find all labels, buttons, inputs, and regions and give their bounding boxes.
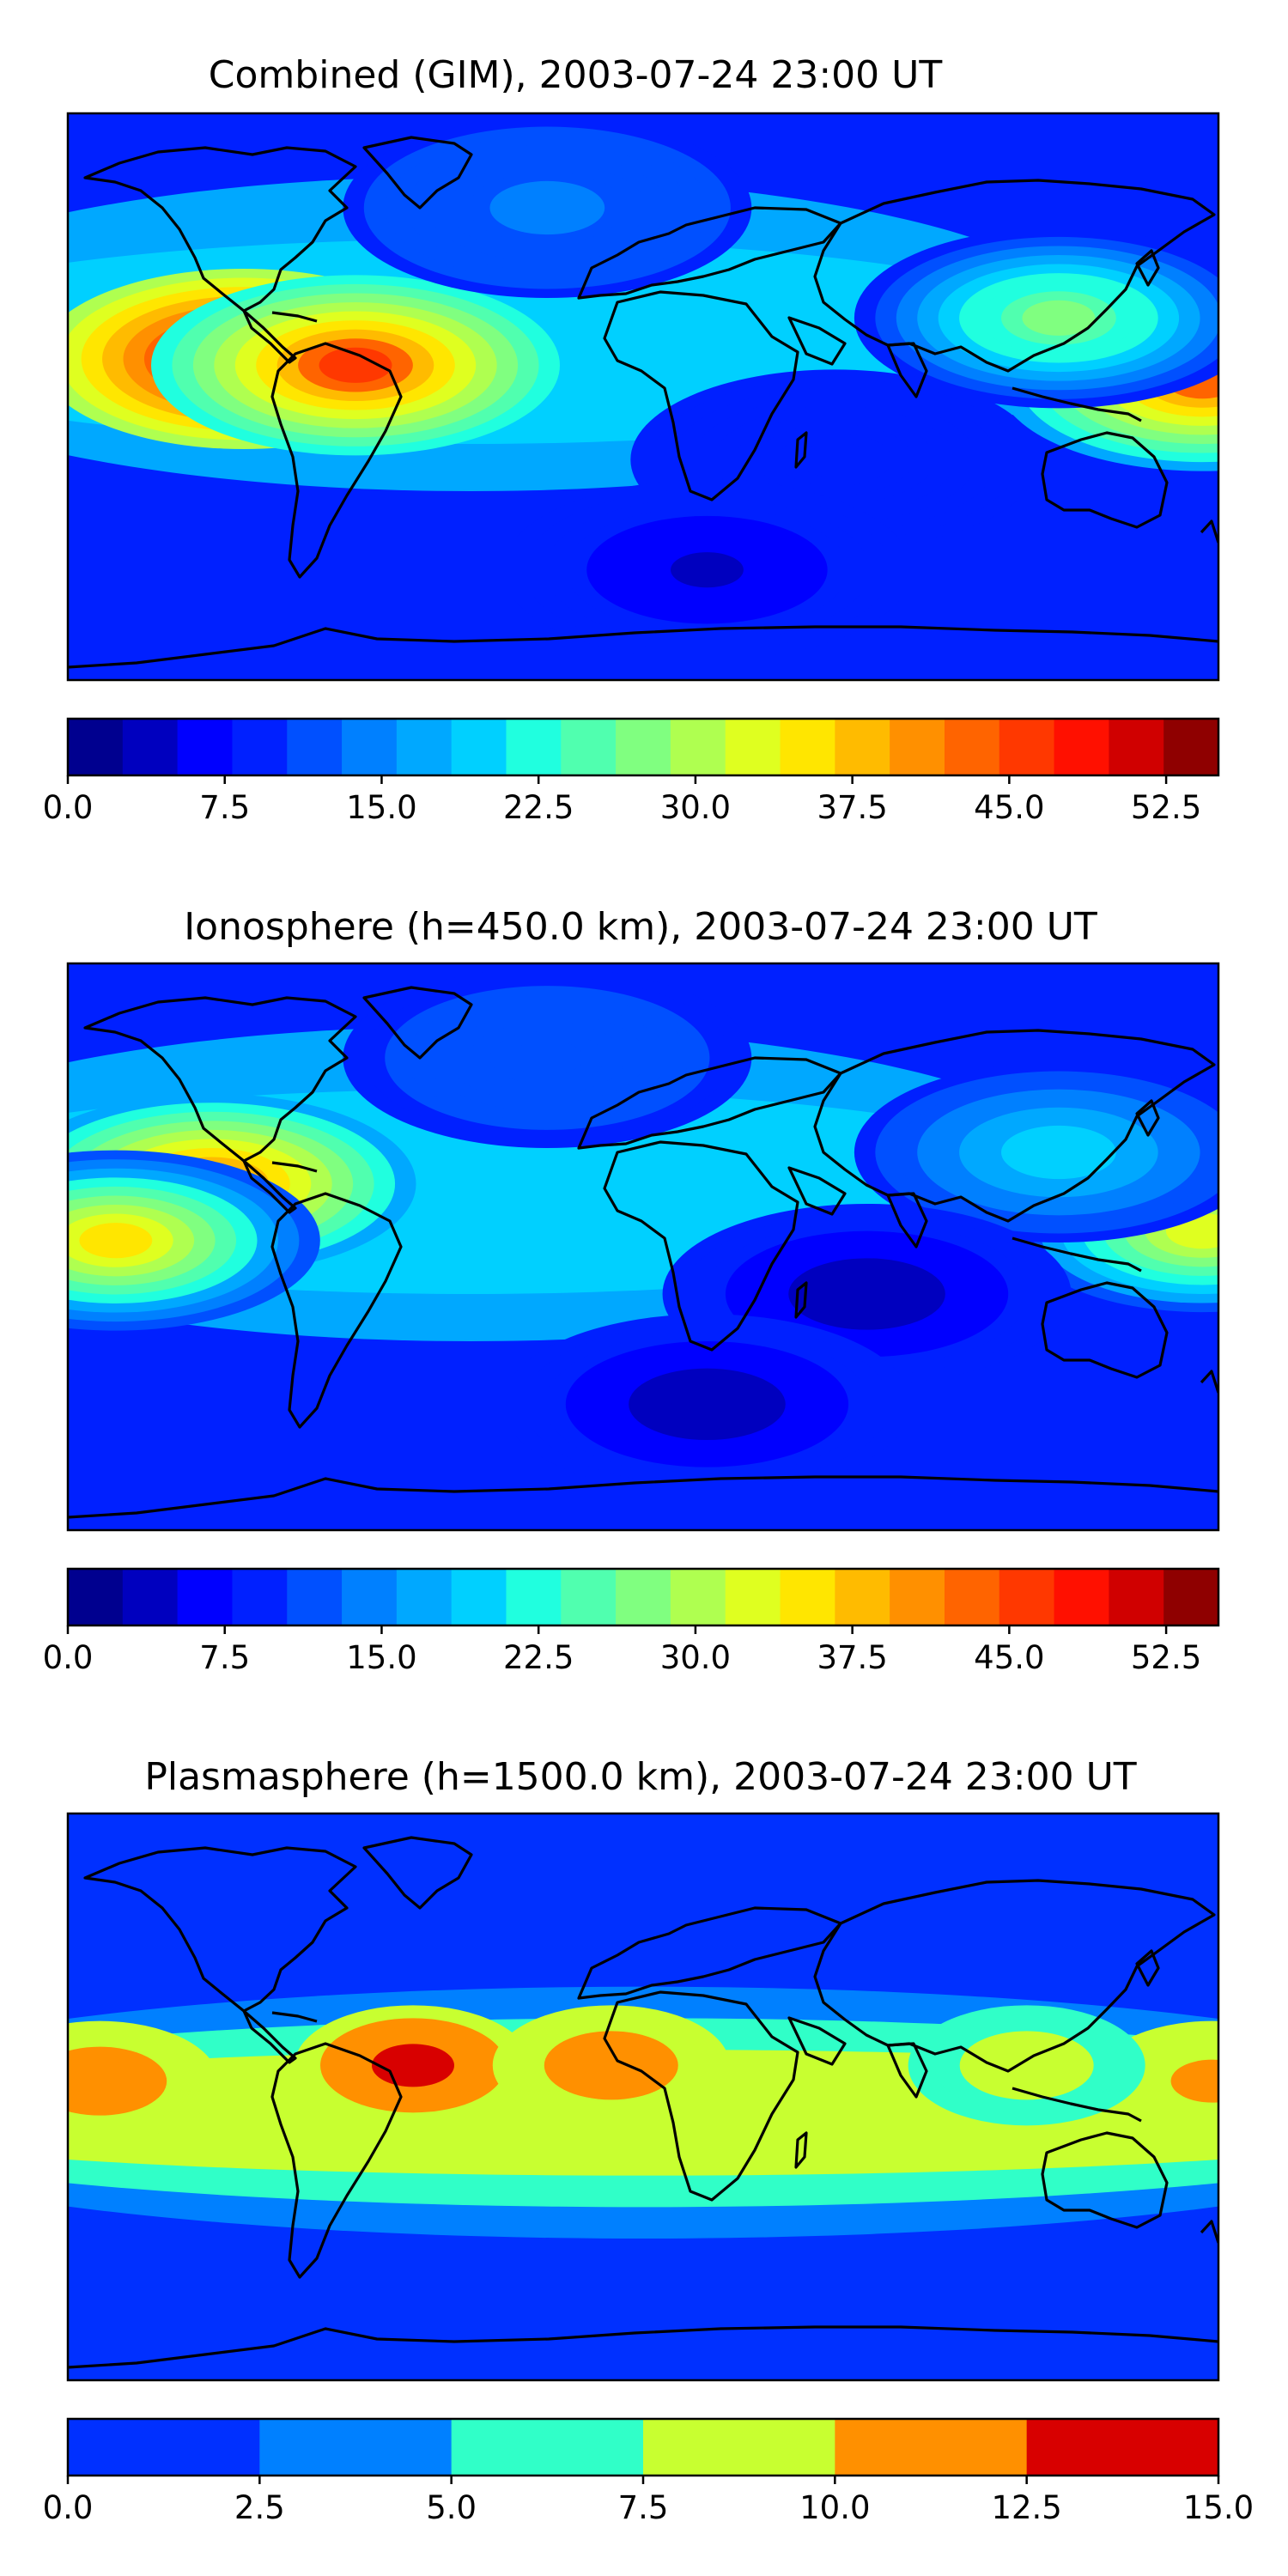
colorbar-segment [944,719,1000,775]
colorbar-tick-label: 22.5 [503,1639,574,1676]
colorbar-tick-label: 0.0 [43,1639,94,1676]
colorbar-tick-label: 7.5 [199,789,250,826]
colorbar-segment [1109,1569,1164,1625]
colorbar-segment [835,1569,890,1625]
field-contour [798,441,872,477]
colorbar-tick-label: 15.0 [346,789,416,826]
colorbar-tick-label: 45.0 [974,1639,1044,1676]
colorbar-segment [1054,719,1109,775]
colorbar-segment [616,1569,671,1625]
field-contour [569,2044,653,2087]
colorbar-segment [1163,1569,1219,1625]
colorbar-segment [177,1569,233,1625]
colorbar-segment [561,719,617,775]
colorbar-segment [999,1569,1055,1625]
colorbar-segment [835,2419,1028,2476]
colorbar-segment [1109,719,1164,775]
colorbar-segment [1163,719,1219,775]
field-contour [1022,1134,1096,1170]
panel-3-colorbar: 0.0 2.5 5.0 7.5 10.0 12.5 15.0 [43,2417,1254,2526]
colorbar-tick-label: 37.5 [817,1639,887,1676]
colorbar-segment [1026,2419,1219,2476]
colorbar-segment [68,719,124,775]
colorbar-segment [999,719,1055,775]
colorbar-segment [177,719,233,775]
field-contour [985,2044,1068,2087]
field-contour [510,1040,584,1076]
colorbar-tick-label: 22.5 [503,789,574,826]
colorbar-segment [287,719,343,775]
colorbar-segment [342,1569,398,1625]
colorbar-tick-label: 12.5 [991,2489,1061,2526]
panel-2-colorbar: 0.0 7.5 15.0 22.5 30.0 37.5 45.0 52.5 [43,1567,1220,1676]
colorbar-segment [780,1569,835,1625]
colorbar-tick-label: 30.0 [660,789,731,826]
colorbar-tick-label: 15.0 [346,1639,416,1676]
colorbar-segment [670,1569,726,1625]
colorbar-segment [396,1569,453,1625]
colorbar-segment [287,1569,343,1625]
colorbar-segment [451,1569,507,1625]
colorbar-segment [232,1569,288,1625]
colorbar-segment [944,1569,1000,1625]
colorbar-segment [670,719,726,775]
colorbar-segment [259,2419,453,2476]
colorbar-tick-label: 2.5 [234,2489,285,2526]
colorbar-segment [643,2419,835,2476]
field-contour [79,1223,153,1259]
colorbar-tick-label: 37.5 [817,789,887,826]
colorbar-segment [506,1569,562,1625]
colorbar-segment [1054,1569,1109,1625]
panel-3-title: Plasmasphere (h=1500.0 km), 2003-07-24 2… [144,1755,1136,1799]
colorbar-tick-label: 52.5 [1131,789,1201,826]
panel-1-map [66,112,1220,682]
colorbar-segment [68,1569,124,1625]
field-contour [671,1386,744,1422]
field-contour [671,552,744,588]
colorbar-segment [122,1569,179,1625]
colorbar-segment [396,719,453,775]
colorbar-segment [835,719,890,775]
field-contour [830,1276,903,1312]
panel-2-title: Ionosphere (h=450.0 km), 2003-07-24 23:0… [184,905,1097,949]
colorbar-segment [725,719,781,775]
colorbar-tick-label: 7.5 [199,1639,250,1676]
field-contour [1022,300,1096,336]
colorbar-segment [725,1569,781,1625]
panel-1-title: Combined (GIM), 2003-07-24 23:00 UT [209,53,943,97]
colorbar-tick-label: 30.0 [660,1639,731,1676]
colorbar-segment [890,1569,945,1625]
colorbar-segment [780,719,835,775]
colorbar-tick-label: 5.0 [426,2489,477,2526]
colorbar-frame [66,1567,1220,1627]
panel-3-map [66,1812,1220,2382]
colorbar-tick-label: 15.0 [1183,2489,1254,2526]
colorbar-segment [451,719,507,775]
panel-1-colorbar: 0.0 7.5 15.0 22.5 30.0 37.5 45.0 52.5 [43,717,1220,826]
colorbar-tick-label: 45.0 [974,789,1044,826]
field-contour [372,2044,454,2087]
colorbar-segment [232,719,288,775]
colorbar-segment [451,2419,644,2476]
colorbar-segment [122,719,179,775]
colorbar-segment [506,719,562,775]
field-contour [1170,2059,1218,2103]
colorbar-tick-label: 0.0 [43,2489,94,2526]
colorbar-frame [66,717,1220,777]
colorbar-segment [68,2419,260,2476]
colorbar-segment [561,1569,617,1625]
colorbar-tick-label: 0.0 [43,789,94,826]
field-contour [510,190,584,226]
panel-2-map [66,962,1220,1532]
colorbar-tick-label: 7.5 [618,2489,669,2526]
field-contour [68,2059,142,2103]
colorbar-segment [342,719,398,775]
colorbar-segment [890,719,945,775]
colorbar-tick-label: 52.5 [1131,1639,1201,1676]
colorbar-tick-label: 10.0 [799,2489,870,2526]
colorbar-segment [616,719,671,775]
field-contour [319,347,392,383]
